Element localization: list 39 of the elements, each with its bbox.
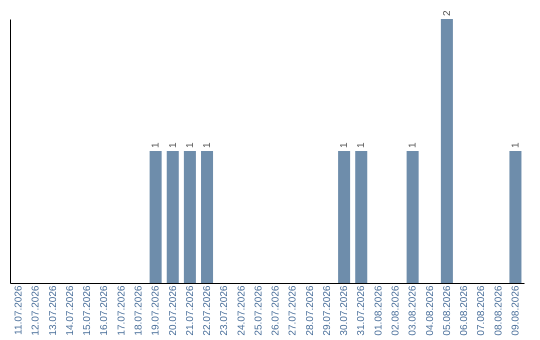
x-tick-label: 20.07.2026 <box>168 285 179 336</box>
data-label: 1 <box>150 142 162 148</box>
data-label: 1 <box>168 142 179 148</box>
x-tick-label: 18.07.2026 <box>134 285 144 336</box>
x-tick-label: 29.07.2026 <box>322 285 333 336</box>
x-tick-label: 12.07.2026 <box>30 285 42 336</box>
x-tick-label: 16.07.2026 <box>99 285 110 336</box>
data-label: 1 <box>202 142 214 148</box>
x-tick-label: 03.08.2026 <box>408 285 419 336</box>
x-tick-label: 28.07.2026 <box>304 285 316 336</box>
x-tick-label: 17.07.2026 <box>116 285 128 336</box>
x-tick-label: 24.07.2026 <box>236 285 248 336</box>
x-tick-label: 27.07.2026 <box>288 285 299 336</box>
x-tick-label: 11.07.2026 <box>14 285 25 335</box>
x-tick-label: 31.07.2026 <box>356 285 368 336</box>
x-tick-label: 15.07.2026 <box>82 285 94 336</box>
data-label: 1 <box>356 142 368 148</box>
x-tick-label: 05.08.2026 <box>442 285 453 336</box>
data-label: 1 <box>510 142 522 148</box>
x-tick-label: 14.07.2026 <box>64 285 76 336</box>
data-label: 1 <box>184 142 196 148</box>
data-label: 2 <box>442 10 453 16</box>
x-tick-label: 02.08.2026 <box>390 285 402 336</box>
x-tick-label: 07.08.2026 <box>476 285 488 336</box>
x-tick-label: 23.07.2026 <box>219 285 230 336</box>
x-tick-label: 26.07.2026 <box>270 285 282 336</box>
data-label: 1 <box>339 142 350 148</box>
x-tick-label: 21.07.2026 <box>184 285 196 336</box>
x-tick-label: 19.07.2026 <box>150 285 162 336</box>
x-tick-label: 09.08.2026 <box>510 285 522 336</box>
x-tick-label: 22.07.2026 <box>202 285 214 336</box>
x-tick-label: 25.07.2026 <box>253 285 264 336</box>
x-tick-label: 08.08.2026 <box>493 285 504 336</box>
x-tick-label: 04.08.2026 <box>424 285 436 336</box>
x-tick-label: 13.07.2026 <box>48 285 59 336</box>
data-label: 1 <box>408 142 419 148</box>
x-tick-label: 01.08.2026 <box>373 285 384 336</box>
x-tick-label: 30.07.2026 <box>339 285 350 336</box>
x-tick-label: 06.08.2026 <box>459 285 470 336</box>
